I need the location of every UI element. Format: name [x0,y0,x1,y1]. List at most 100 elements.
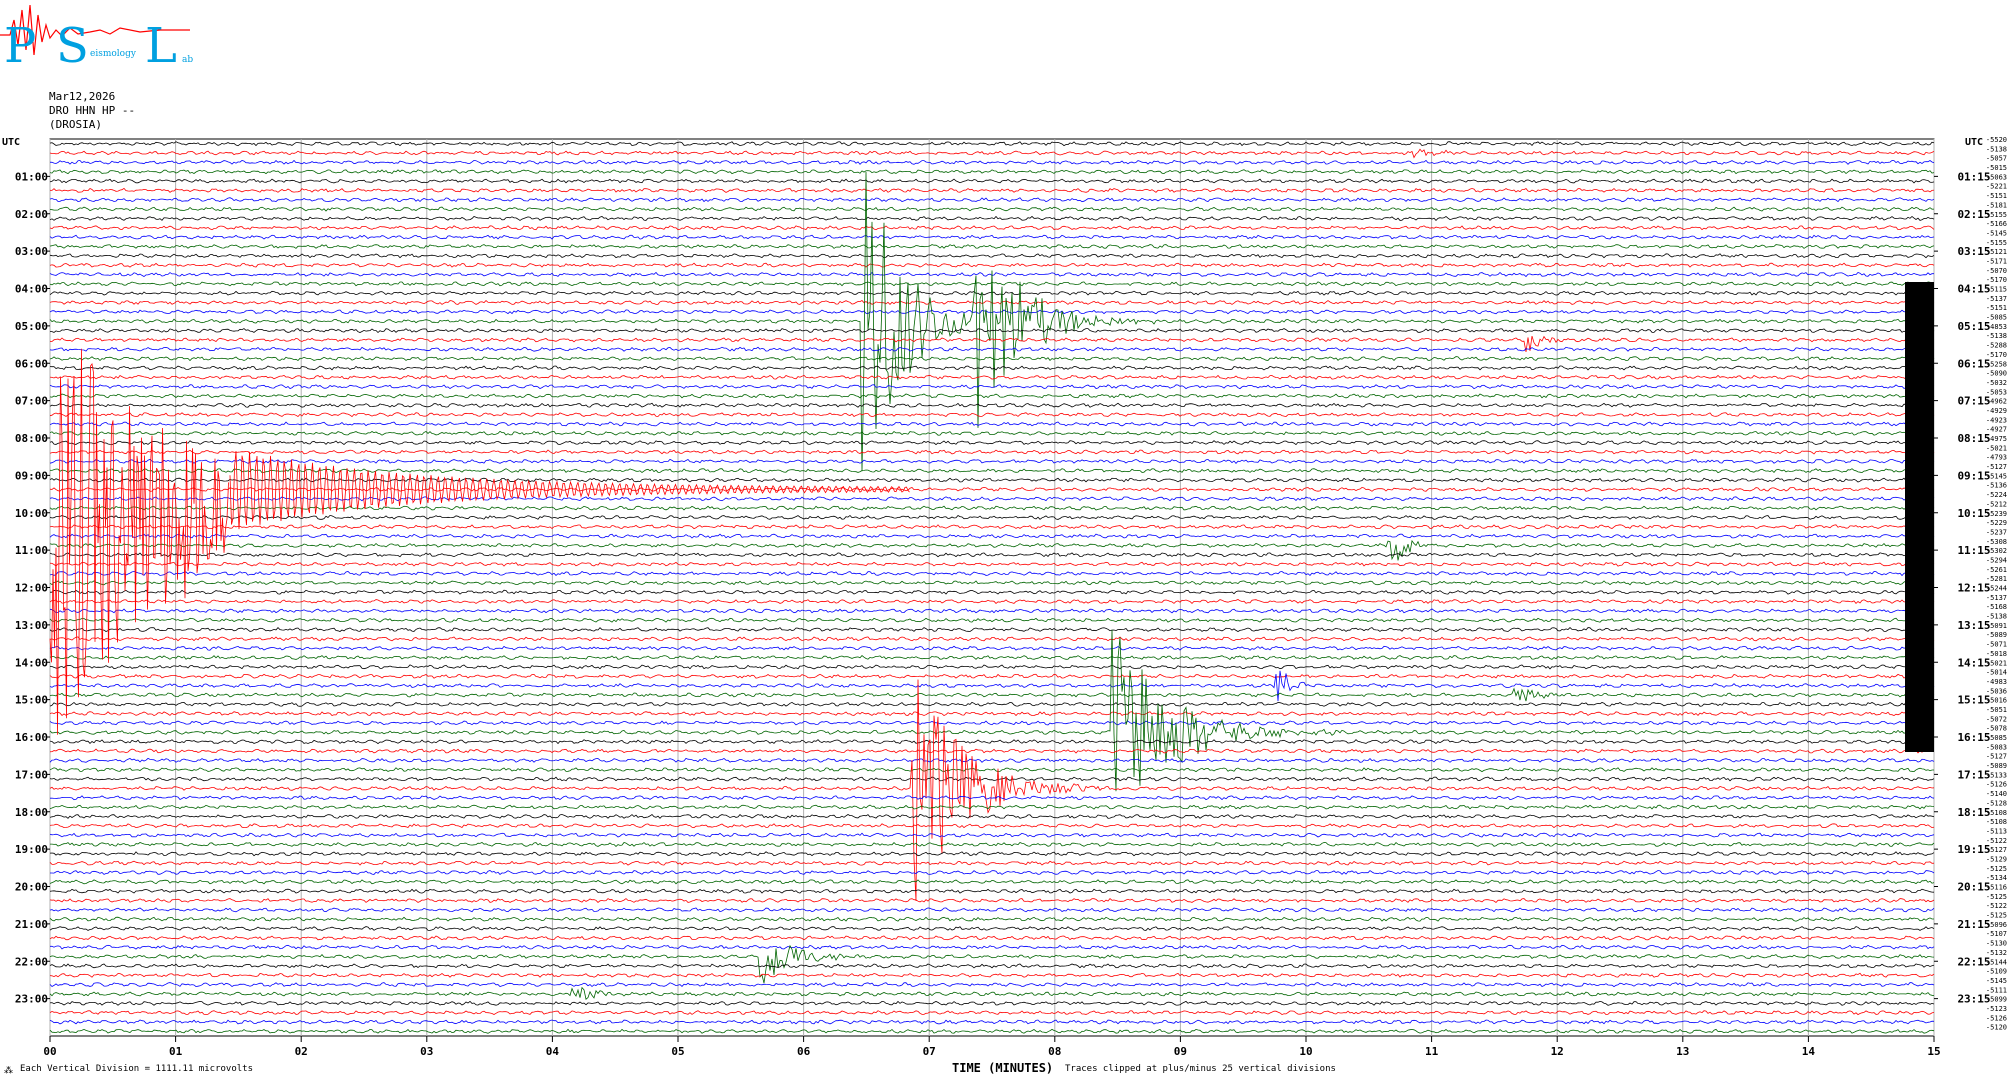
right-hour-label: 13:15 [1957,619,1990,632]
trace-line [49,926,1935,931]
trace-line [49,178,1935,184]
trace-line [49,552,1935,558]
trace-line [49,645,1935,651]
trace-line [49,496,1935,502]
trace-offset-label: -5168 [1986,603,2007,611]
trace-line [49,629,1935,792]
trace-offset-label: -5083 [1986,743,2007,751]
right-hour-label: 14:15 [1957,656,1990,669]
trace-offset-label: -5237 [1986,528,2007,536]
left-utc-label: UTC [2,137,20,148]
trace-offset-label: -5239 [1986,510,2007,518]
left-hour-label: 14:00 [15,656,48,669]
trace-offset-label: -5244 [1986,585,2007,593]
right-hour-label: 02:15 [1957,208,1990,221]
trace-offset-label: -4983 [1986,678,2007,686]
trace-line [49,384,1935,390]
axis-labels: 00 01 02 03 04 05 06 07 08 09 10 11 12 13 14 15 UTC UTC 01… [2,136,2007,1058]
right-hour-label: 18:15 [1957,806,1990,819]
right-hour-label: 01:15 [1957,170,1990,183]
trace-line [49,159,1935,165]
trace-line [49,1000,1935,1006]
trace-offset-label: -4929 [1986,407,2007,415]
trace-line [49,197,1935,203]
trace-line [49,748,1934,754]
trace-offset-label: -4962 [1986,398,2007,406]
logo-seismogram-icon [0,4,190,56]
trace-line [49,335,1935,352]
trace-offset-label: -5121 [1986,248,2007,256]
trace-offset-label: -5078 [1986,725,2007,733]
trace-line [49,365,1935,371]
right-hour-label: 12:15 [1957,582,1990,595]
left-hour-label: 21:00 [15,918,48,931]
right-hour-label: 17:15 [1957,768,1990,781]
x-tick-label: 15 [1927,1045,1940,1058]
trace-line [49,757,1935,763]
trace-line [49,486,1935,492]
left-hour-label: 18:00 [15,806,48,819]
trace-line [49,571,1935,577]
trace-offset-label: -5144 [1986,958,2007,966]
logo-small-text: eismology [90,49,137,59]
trace-line [49,673,1935,679]
trace-line [49,148,1935,159]
trace-line [49,524,1935,530]
trace-offset-label: -5014 [1986,669,2007,677]
trace-offset-label: -5140 [1986,790,2007,798]
trace-offset-label: -5015 [1986,164,2007,172]
trace-line [49,776,1935,782]
trace-offset-label: -5136 [1986,482,2007,490]
trace-line [49,664,1935,670]
logo-letter-p: P [4,18,36,74]
trace-offset-label: -5130 [1986,940,2007,948]
trace-line [49,670,1935,702]
trace-offset-label: -5261 [1986,566,2007,574]
trace-offset-label: -5137 [1986,295,2007,303]
trace-offset-label: -4975 [1986,435,2007,443]
right-hour-label: 10:15 [1957,507,1990,520]
trace-offset-label: -4853 [1986,323,2007,331]
left-hour-label: 15:00 [15,694,48,707]
trace-offset-label: -5051 [1986,706,2007,714]
trace-line [49,1028,1935,1034]
trace-offset-label: -5021 [1986,659,2007,667]
left-hour-label: 04:00 [15,283,48,296]
trace-line [49,412,1935,418]
trace-line [49,187,1935,193]
trace-line [49,701,1935,707]
left-hour-label: 22:00 [15,955,48,968]
trace-line [49,823,1935,829]
trace-offset-label: -5072 [1986,715,2007,723]
right-hour-label: 04:15 [1957,283,1990,296]
trace-offset-label: -5099 [1986,996,2007,1004]
trace-line [49,234,1935,240]
trace-offset-label: -5126 [1986,781,2007,789]
trace-offset-label: -5123 [1986,1005,2007,1013]
left-hour-label: 10:00 [15,507,48,520]
trace-offset-label: -5071 [1986,641,2007,649]
trace-line [49,627,1935,632]
grid-lines [46,138,1938,1042]
trace-offset-label: -5133 [1986,771,2007,779]
trace-offset-label: -5063 [1986,173,2007,181]
trace-offset-label: -5126 [1986,1014,2007,1022]
trace-line [49,963,1935,969]
trace-line [49,711,1935,717]
left-hour-label: 12:00 [15,582,48,595]
trace-line [49,907,1935,913]
trace-offset-label: -5115 [1986,286,2007,294]
left-hour-label: 20:00 [15,881,48,894]
trace-offset-label: -5122 [1986,837,2007,845]
trace-line [49,477,1935,483]
trace-offset-label: -5294 [1986,556,2007,564]
x-tick-label: 13 [1676,1045,1689,1058]
trace-offset-label: -5089 [1986,762,2007,770]
left-hour-label: 11:00 [15,544,48,557]
trace-offset-label: -5125 [1986,893,2007,901]
trace-line [49,514,1935,520]
trace-offset-label: -5113 [1986,827,2007,835]
trace-offset-label: -5138 [1986,332,2007,340]
trace-offset-label: -5258 [1986,360,2007,368]
right-hour-label: 21:15 [1957,918,1990,931]
